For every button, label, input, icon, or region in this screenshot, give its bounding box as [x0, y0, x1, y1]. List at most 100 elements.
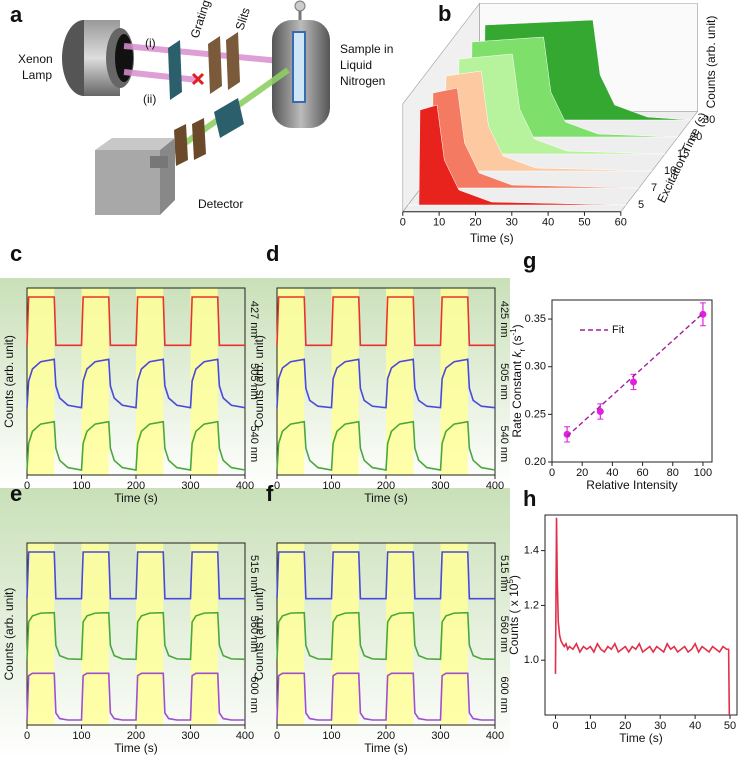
- x-tick-label: 100: [72, 480, 90, 492]
- trace-label: 600 nm: [498, 676, 510, 713]
- x-tick-label: 50: [724, 720, 736, 732]
- label-part: ): [507, 575, 521, 579]
- x-tick-label: 20: [576, 467, 588, 479]
- trace: [26, 296, 245, 347]
- beam-i: [123, 43, 291, 65]
- x-tick-label: 400: [486, 730, 504, 742]
- label: Grating: [188, 0, 213, 40]
- x-tick-label: 400: [486, 480, 504, 492]
- shaded-interval: [81, 543, 109, 725]
- trace: [276, 358, 496, 409]
- slit: [174, 124, 188, 166]
- trace-label: 560 nm: [498, 616, 510, 653]
- x-axis-label: Time (s): [470, 231, 514, 245]
- y-tick-label: 0.30: [525, 361, 546, 373]
- x-tick-label: 40: [542, 217, 554, 229]
- z-tick-label: 30: [703, 114, 715, 126]
- x-tick-label: 200: [127, 480, 145, 492]
- trace: [276, 551, 495, 600]
- x-axis-label: Time (s): [114, 741, 158, 755]
- detector-nozzle: [150, 156, 168, 168]
- shaded-interval: [277, 543, 305, 725]
- x-tick-label: 100: [694, 467, 712, 479]
- y-tick-label: 1.4: [524, 545, 539, 557]
- trace: [276, 672, 495, 721]
- x-axis-label: Time (s): [364, 491, 408, 505]
- x-tick-label: 40: [689, 720, 701, 732]
- label-part: r: [518, 349, 527, 352]
- x-tick-label: 100: [322, 480, 340, 492]
- shaded-interval: [331, 288, 359, 475]
- detector-front: [95, 150, 160, 215]
- x-tick-label: 10: [433, 217, 445, 229]
- panel-label: e: [10, 481, 22, 506]
- label-part: ): [510, 324, 524, 328]
- label: Detector: [198, 197, 243, 211]
- x-tick-label: 300: [431, 730, 449, 742]
- trace-label: 505 nm: [248, 363, 260, 400]
- label: Nitrogen: [340, 74, 385, 88]
- panel-label: h: [523, 486, 536, 511]
- trace: [276, 420, 496, 471]
- x-tick-label: 10: [584, 720, 596, 732]
- x-tick-label: 0: [274, 730, 280, 742]
- trace-label: 540 nm: [498, 425, 510, 462]
- shaded-interval: [440, 543, 468, 725]
- trace-label: 600 nm: [248, 676, 260, 713]
- shaded-interval: [190, 288, 218, 475]
- data-point: [563, 430, 571, 438]
- x-tick-label: 50: [578, 217, 590, 229]
- detector-top: [95, 138, 175, 150]
- trace: [276, 296, 495, 347]
- x-tick-label: 20: [619, 720, 631, 732]
- plot-frame: [544, 514, 738, 716]
- shaded-interval: [136, 288, 164, 475]
- x-tick-label: 0: [400, 217, 406, 229]
- label-part: 5: [506, 579, 515, 584]
- label: (i): [145, 36, 156, 50]
- legend-label: Fit: [612, 324, 624, 336]
- x-tick-label: 200: [377, 480, 395, 492]
- x-tick-label: 30: [654, 720, 666, 732]
- label-part: (s: [510, 336, 524, 349]
- trace: [26, 672, 245, 721]
- z-tick-label: 5: [638, 199, 644, 211]
- shaded-interval: [386, 543, 414, 725]
- x-tick-label: 100: [322, 730, 340, 742]
- x-tick-label: 20: [469, 217, 481, 229]
- trace: [554, 517, 731, 716]
- shaded-interval: [136, 543, 164, 725]
- x-tick-label: 400: [236, 480, 254, 492]
- label-part: Rate Constant: [510, 358, 524, 438]
- grating: [214, 98, 244, 138]
- x-axis-label: Time (s): [364, 741, 408, 755]
- x-tick-label: 0: [552, 720, 558, 732]
- y-axis-label: Counts ( x 105): [506, 575, 522, 655]
- shaded-interval: [386, 288, 414, 475]
- trace-label: 427 nm: [248, 301, 260, 338]
- x-tick-label: 0: [549, 467, 555, 479]
- shaded-interval: [81, 288, 109, 475]
- beam-ii: [123, 69, 199, 83]
- waterfall-area: [408, 104, 627, 206]
- label: Sample in: [340, 42, 393, 56]
- y-tick-label: 0.25: [525, 408, 546, 420]
- detector-side: [160, 138, 175, 215]
- label: Lamp: [22, 68, 52, 82]
- x-tick-label: 0: [24, 480, 30, 492]
- x-tick-label: 300: [181, 480, 199, 492]
- z-tick-label: 10: [664, 165, 676, 177]
- z-tick-label: 15: [677, 148, 689, 160]
- trace: [26, 611, 246, 661]
- trace-label: 425 nm: [498, 301, 510, 338]
- label-part: Counts ( x 10: [507, 583, 521, 655]
- trace-label: 505 nm: [498, 363, 510, 400]
- y-axis-label: Counts (arb. unit): [704, 16, 718, 109]
- x-axis-label: Time (s): [114, 491, 158, 505]
- x-tick-label: 80: [667, 467, 679, 479]
- z-tick-label: 20: [690, 131, 702, 143]
- x-tick-label: 100: [72, 730, 90, 742]
- x-tick-label: 300: [181, 730, 199, 742]
- label: Liquid: [340, 58, 372, 72]
